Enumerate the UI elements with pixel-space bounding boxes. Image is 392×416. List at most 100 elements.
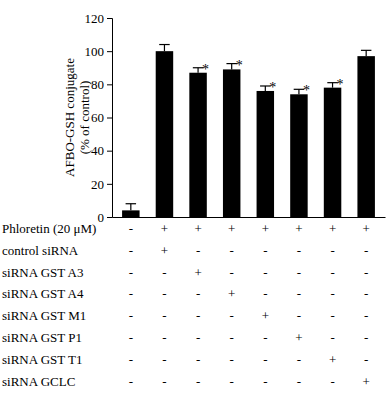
treatment-sign: - — [196, 308, 200, 323]
treatment-sign: + — [228, 221, 235, 236]
significance-marker: * — [337, 77, 344, 92]
error-cap — [361, 50, 371, 51]
chart: *****020406080100120AFBO-GSH conjugate(%… — [0, 0, 392, 416]
treatment-sign: - — [364, 286, 368, 301]
x-axis — [113, 217, 386, 219]
error-bar — [361, 50, 371, 56]
treatment-sign: - — [162, 374, 166, 389]
treatment-sign: - — [297, 265, 301, 280]
treatment-sign: - — [230, 352, 234, 367]
treatment-sign: - — [196, 352, 200, 367]
treatment-sign: + — [194, 265, 201, 280]
plot: *****020406080100120 — [85, 11, 386, 225]
treatment-sign: + — [363, 221, 370, 236]
treatment-sign: + — [295, 221, 302, 236]
treatment-sign: - — [263, 286, 267, 301]
tick-label: 0 — [98, 210, 105, 225]
tick: 120 — [85, 11, 113, 26]
treatment-sign: - — [364, 352, 368, 367]
tick: 60 — [91, 110, 112, 125]
tick: 80 — [91, 77, 112, 92]
tick: 0 — [98, 210, 113, 225]
tick-mark — [107, 184, 112, 185]
y-axis-title-line: (% of control) — [77, 81, 92, 155]
treatment-sign: - — [297, 352, 301, 367]
treatment-sign: - — [196, 330, 200, 345]
treatment-sign: - — [196, 374, 200, 389]
treatment-sign: + — [161, 221, 168, 236]
bar — [290, 94, 307, 217]
y-axis-title: AFBO-GSH conjugate(% of control) — [62, 58, 92, 177]
treatment-sign: - — [129, 265, 133, 280]
treatment-sign: - — [196, 243, 200, 258]
bar — [156, 51, 173, 217]
tick: 100 — [85, 44, 113, 59]
treatment-sign: - — [364, 330, 368, 345]
treatment-sign: - — [230, 243, 234, 258]
treatment-sign: - — [129, 374, 133, 389]
treatment-label: siRNA GCLC — [2, 374, 75, 389]
tick-label: 20 — [91, 176, 104, 191]
tick-label: 100 — [85, 44, 105, 59]
treatment-label: siRNA GST T1 — [2, 352, 82, 367]
treatment-sign: - — [364, 308, 368, 323]
axis-line — [113, 217, 386, 218]
error-stem — [164, 45, 165, 52]
treatment-sign: - — [263, 352, 267, 367]
tick-label: 80 — [91, 77, 104, 92]
significance-marker: * — [202, 62, 209, 77]
treatment-sign: - — [230, 374, 234, 389]
error-stem — [130, 204, 131, 211]
treatment-sign: - — [129, 221, 133, 236]
treatment-sign: - — [263, 374, 267, 389]
treatment-sign: + — [363, 374, 370, 389]
treatment-sign: - — [162, 265, 166, 280]
error-stem — [197, 68, 198, 73]
treatment-sign: + — [262, 308, 269, 323]
treatment-sign: - — [196, 286, 200, 301]
treatment-sign: + — [262, 221, 269, 236]
treatment-sign: - — [162, 308, 166, 323]
treatment-sign: - — [297, 286, 301, 301]
bar — [122, 210, 139, 217]
treatment-label: siRNA GST A3 — [2, 265, 83, 280]
axis-line — [107, 19, 113, 218]
treatment-sign: - — [263, 265, 267, 280]
treatment-sign: + — [295, 330, 302, 345]
treatment-sign: - — [330, 243, 334, 258]
treatment-sign: + — [329, 221, 336, 236]
error-stem — [265, 86, 266, 91]
treatment-sign: - — [129, 352, 133, 367]
treatment-sign: - — [330, 308, 334, 323]
tick: 20 — [91, 176, 112, 191]
tick-mark — [107, 118, 112, 119]
treatment-table: Phloretin (20 μM)-+++++++control siRNA-+… — [2, 221, 370, 389]
treatment-sign: - — [263, 330, 267, 345]
treatment-sign: - — [297, 308, 301, 323]
error-stem — [231, 64, 232, 70]
treatment-sign: - — [162, 286, 166, 301]
tick-mark — [107, 217, 112, 218]
bar — [189, 73, 206, 217]
bar — [257, 91, 274, 217]
treatment-sign: - — [230, 330, 234, 345]
treatment-sign: - — [129, 286, 133, 301]
treatment-sign: - — [330, 265, 334, 280]
error-stem — [366, 50, 367, 56]
tick-label: 60 — [91, 110, 104, 125]
annotations: ***** — [202, 58, 343, 99]
tick-mark — [107, 18, 112, 19]
tick-mark — [107, 151, 112, 152]
bar — [357, 56, 374, 217]
significance-marker: * — [269, 80, 276, 95]
treatment-sign: - — [263, 243, 267, 258]
treatment-sign: - — [364, 243, 368, 258]
tick: 40 — [91, 143, 112, 158]
treatment-label: siRNA GST P1 — [2, 330, 82, 345]
treatment-sign: - — [330, 330, 334, 345]
treatment-sign: - — [297, 243, 301, 258]
error-cap — [126, 203, 136, 204]
treatment-label: control siRNA — [2, 243, 79, 258]
treatment-label: siRNA GST A4 — [2, 286, 84, 301]
treatment-sign: - — [230, 265, 234, 280]
